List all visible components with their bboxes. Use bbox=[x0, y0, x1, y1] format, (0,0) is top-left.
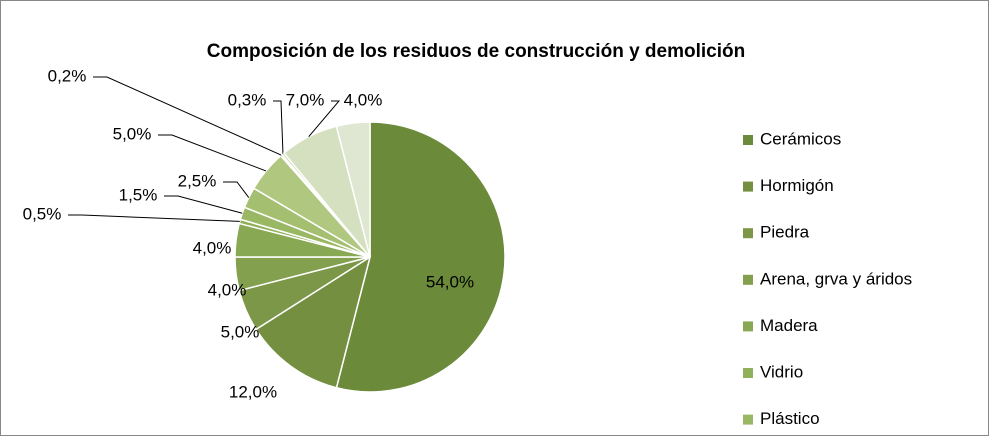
legend-label: Arena, grva y áridos bbox=[760, 269, 912, 288]
legend-label: Madera bbox=[760, 316, 818, 335]
data-label: 2,5% bbox=[178, 171, 217, 190]
leader-line bbox=[158, 134, 267, 172]
data-label: 5,0% bbox=[221, 322, 260, 341]
legend-swatch bbox=[743, 414, 753, 425]
leader-line bbox=[68, 214, 240, 222]
data-label: 7,0% bbox=[286, 90, 325, 109]
legend-swatch bbox=[743, 228, 753, 239]
legend-label: Hormigón bbox=[760, 176, 834, 195]
leader-line bbox=[164, 195, 243, 214]
legend-swatch bbox=[743, 321, 753, 332]
pie-slice bbox=[254, 255, 372, 389]
data-label: 12,0% bbox=[229, 382, 277, 401]
data-label: 0,5% bbox=[23, 204, 62, 223]
data-label: 0,3% bbox=[228, 90, 267, 109]
data-label: 54,0% bbox=[426, 272, 474, 291]
data-label: 0,2% bbox=[48, 66, 87, 85]
data-label: 4,0% bbox=[208, 280, 247, 299]
legend-swatch bbox=[743, 368, 753, 378]
data-label: 5,0% bbox=[113, 124, 152, 143]
data-label: 4,0% bbox=[344, 90, 383, 109]
chart-title: Composición de los residuos de construcc… bbox=[207, 41, 745, 62]
legend-swatch bbox=[743, 181, 753, 192]
pie-slice bbox=[335, 121, 371, 258]
data-label: 4,0% bbox=[193, 238, 232, 257]
leader-line bbox=[308, 100, 341, 138]
leader-line bbox=[93, 76, 282, 156]
legend-label: Cerámicos bbox=[760, 129, 841, 148]
leader-line bbox=[223, 181, 250, 198]
legend-label: Plástico bbox=[760, 409, 820, 428]
data-label: 1,5% bbox=[119, 185, 158, 204]
legend-swatch bbox=[743, 274, 753, 285]
pie-slice bbox=[335, 121, 506, 393]
legend-label: Piedra bbox=[760, 223, 810, 242]
leader-line bbox=[273, 100, 284, 154]
legend-swatch bbox=[743, 135, 753, 145]
legend-label: Vidrio bbox=[760, 362, 803, 381]
